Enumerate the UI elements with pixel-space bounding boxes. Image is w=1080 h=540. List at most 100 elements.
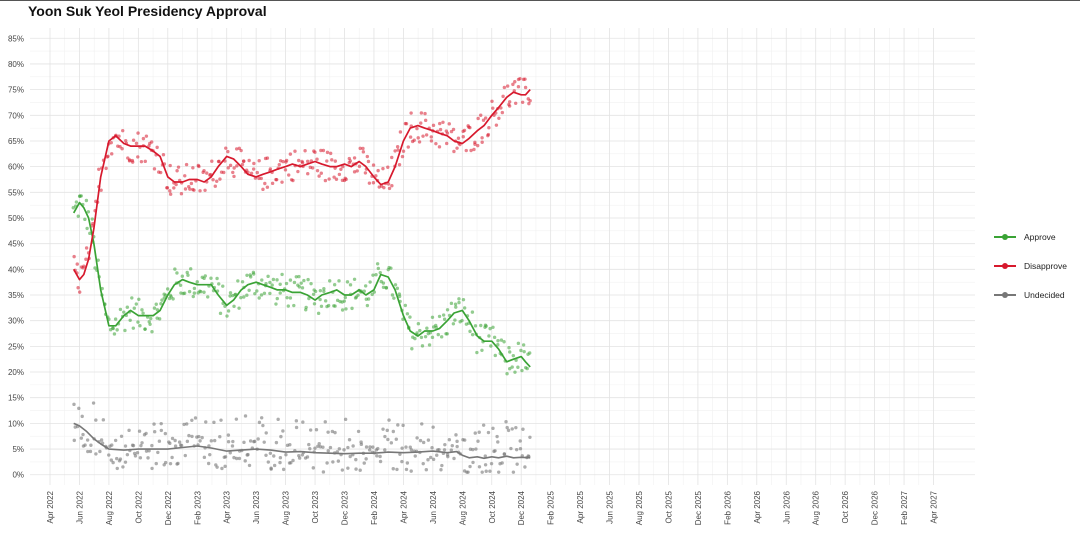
data-point-approve — [171, 297, 175, 301]
data-point-undecided — [125, 452, 130, 457]
data-point-undecided — [486, 430, 491, 435]
data-point-approve — [371, 273, 375, 277]
data-point-disapprove — [176, 165, 181, 169]
data-point-disapprove — [270, 181, 275, 186]
data-point-disapprove — [268, 167, 273, 171]
data-point-approve — [525, 366, 529, 371]
data-point-disapprove — [197, 164, 201, 169]
data-point-approve — [502, 340, 506, 344]
data-point-disapprove — [257, 159, 261, 163]
data-point-disapprove — [494, 123, 499, 127]
data-point-undecided — [371, 445, 375, 449]
data-point-approve — [473, 324, 478, 328]
data-point-undecided — [442, 448, 447, 452]
data-point-disapprove — [203, 188, 207, 192]
data-point-undecided — [308, 428, 313, 432]
data-point-disapprove — [274, 177, 279, 182]
data-point-disapprove — [191, 166, 195, 170]
data-point-undecided — [137, 429, 142, 433]
data-point-disapprove — [513, 101, 518, 106]
data-point-approve — [228, 291, 233, 295]
data-point-disapprove — [339, 167, 343, 172]
data-point-disapprove — [499, 106, 503, 110]
data-point-disapprove — [165, 186, 170, 190]
data-point-approve — [522, 349, 526, 354]
data-point-approve — [479, 323, 483, 328]
data-point-approve — [113, 317, 118, 321]
data-point-approve — [348, 283, 353, 287]
data-point-approve — [513, 370, 517, 374]
data-point-undecided — [391, 467, 395, 471]
x-tick-label: Jun 2026 — [782, 490, 791, 523]
x-tick-label: Apr 2023 — [223, 490, 232, 523]
data-point-approve — [268, 280, 272, 285]
data-point-undecided — [521, 427, 525, 431]
data-point-disapprove — [234, 147, 239, 151]
data-point-undecided — [359, 440, 363, 444]
data-point-undecided — [284, 453, 288, 457]
data-point-disapprove — [365, 154, 370, 159]
data-point-disapprove — [333, 159, 338, 163]
data-point-undecided — [326, 449, 330, 453]
data-point-approve — [130, 296, 134, 300]
data-point-disapprove — [348, 159, 353, 163]
data-point-approve — [480, 348, 484, 353]
data-point-approve — [381, 285, 386, 289]
data-point-approve — [185, 270, 189, 275]
data-point-disapprove — [287, 173, 291, 177]
x-tick-label: Apr 2026 — [753, 490, 762, 523]
data-point-disapprove — [72, 254, 76, 259]
data-point-approve — [332, 283, 337, 287]
data-point-approve — [284, 281, 289, 286]
data-point-undecided — [123, 460, 128, 464]
data-point-undecided — [243, 414, 248, 418]
data-point-disapprove — [300, 161, 305, 165]
data-point-undecided — [510, 427, 514, 431]
data-point-disapprove — [136, 155, 140, 159]
data-point-approve — [85, 226, 89, 231]
data-point-undecided — [364, 445, 369, 449]
data-point-undecided — [506, 428, 511, 433]
data-point-undecided — [354, 457, 358, 462]
data-point-undecided — [150, 443, 154, 448]
data-point-approve — [326, 303, 331, 308]
data-point-undecided — [468, 464, 472, 469]
data-point-undecided — [389, 441, 394, 445]
data-point-disapprove — [429, 135, 433, 139]
data-point-undecided — [294, 425, 299, 430]
data-point-approve — [434, 325, 438, 330]
data-point-approve — [245, 273, 249, 277]
data-point-undecided — [83, 443, 87, 447]
data-point-approve — [206, 295, 210, 299]
data-point-disapprove — [462, 128, 467, 133]
data-point-disapprove — [505, 84, 510, 88]
data-point-undecided — [450, 443, 454, 448]
data-point-disapprove — [109, 140, 113, 145]
data-point-disapprove — [231, 170, 235, 175]
data-point-undecided — [257, 420, 262, 425]
data-point-undecided — [266, 460, 271, 464]
data-point-undecided — [455, 444, 459, 449]
data-point-undecided — [182, 422, 186, 427]
data-point-undecided — [347, 438, 352, 442]
data-point-undecided — [439, 468, 443, 472]
x-tick-label: Apr 2022 — [46, 490, 55, 523]
legend-item-undecided: Undecided — [992, 280, 1067, 309]
data-point-approve — [242, 295, 246, 299]
data-point-undecided — [395, 467, 399, 472]
data-point-approve — [228, 294, 232, 298]
data-point-disapprove — [251, 167, 256, 171]
data-point-disapprove — [374, 174, 378, 178]
data-point-disapprove — [352, 156, 357, 160]
data-point-approve — [318, 288, 323, 293]
data-point-disapprove — [464, 148, 468, 153]
data-point-approve — [520, 368, 524, 373]
data-point-undecided — [449, 448, 454, 452]
data-point-undecided — [421, 440, 426, 445]
data-point-undecided — [308, 447, 312, 451]
data-point-approve — [300, 286, 305, 290]
data-point-undecided — [223, 455, 228, 459]
data-point-undecided — [528, 435, 532, 440]
data-point-approve — [125, 305, 130, 309]
